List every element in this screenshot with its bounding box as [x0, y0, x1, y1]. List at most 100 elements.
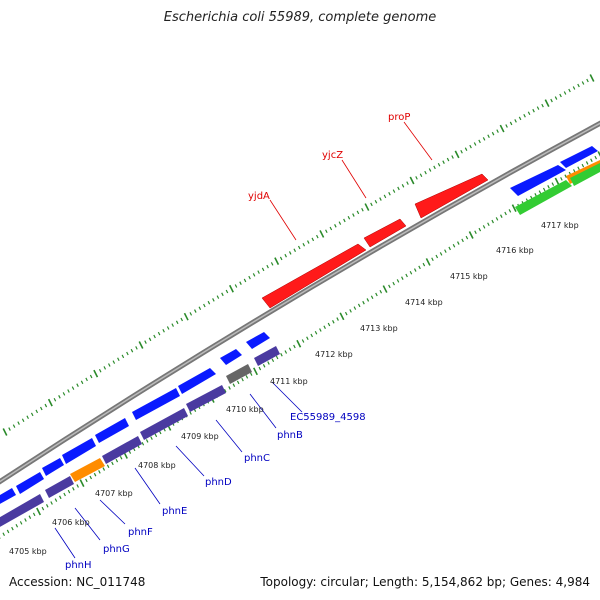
gene-block[interactable] — [70, 458, 105, 482]
gene-block[interactable] — [102, 436, 142, 464]
tick-mark — [248, 275, 251, 280]
tick-mark — [111, 461, 114, 466]
tick-mark — [266, 264, 269, 269]
tick-mark — [433, 165, 436, 170]
tick-mark — [119, 456, 123, 460]
tick-mark — [388, 284, 391, 289]
reverse-genes — [0, 346, 280, 528]
gene-block[interactable] — [140, 408, 188, 440]
gene-block[interactable] — [246, 332, 270, 349]
gene-block[interactable] — [0, 494, 44, 528]
tick-mark — [284, 253, 287, 258]
genome-summary: Topology: circular; Length: 5,154,862 bp… — [260, 575, 590, 589]
gene-block[interactable] — [0, 488, 16, 505]
gene-label-phnB[interactable]: phnB — [277, 430, 303, 441]
tick-mark — [586, 78, 589, 83]
tick-mark — [339, 312, 345, 321]
tick-mark — [45, 504, 49, 508]
gene-label-proP[interactable]: proP — [388, 112, 410, 123]
tick-mark — [252, 273, 256, 277]
tick-mark — [93, 369, 99, 378]
gene-block[interactable] — [510, 165, 566, 196]
tick-mark — [332, 320, 335, 324]
gene-block[interactable] — [95, 418, 129, 443]
tick-mark — [444, 249, 447, 253]
gene-block[interactable] — [560, 146, 598, 168]
gene-block[interactable] — [226, 364, 252, 384]
tick-mark — [496, 129, 499, 133]
tick-mark — [293, 248, 297, 252]
tick-mark — [356, 210, 360, 215]
tick-mark — [158, 430, 162, 435]
tick-mark — [108, 363, 111, 367]
tick-mark — [130, 348, 134, 353]
gene-block[interactable] — [254, 346, 280, 366]
gene-block[interactable] — [515, 180, 572, 215]
tick-mark — [541, 103, 544, 108]
tick-mark — [362, 300, 365, 305]
tick-mark — [141, 441, 145, 446]
tick-mark — [128, 450, 132, 454]
tick-mark — [514, 119, 517, 123]
tick-mark — [85, 377, 88, 382]
tick-mark — [89, 475, 93, 480]
gene-block[interactable] — [570, 163, 600, 186]
tick-mark — [323, 325, 326, 330]
tick-mark — [59, 495, 62, 500]
tick-mark — [401, 276, 404, 280]
gene-block[interactable] — [132, 388, 180, 420]
outer-tick-marks — [2, 74, 595, 436]
tick-mark — [397, 186, 400, 191]
tick-mark — [12, 424, 16, 428]
tick-mark — [2, 428, 8, 436]
tick-mark — [325, 229, 328, 233]
gene-label-phnG[interactable]: phnG — [103, 544, 130, 555]
tick-mark — [80, 380, 84, 385]
tick-mark — [183, 312, 189, 321]
inner-tick-marks — [0, 151, 600, 539]
kbp-label: 4709 kbp — [181, 432, 219, 441]
tick-mark — [76, 484, 79, 488]
tick-mark — [241, 377, 244, 382]
tick-mark — [28, 515, 32, 519]
gene-label-phnE[interactable]: phnE — [162, 506, 187, 517]
gene-label-phnH[interactable]: phnH — [65, 560, 92, 571]
tick-mark — [594, 155, 598, 160]
tick-mark — [284, 350, 288, 354]
tick-mark — [499, 124, 505, 133]
gene-yjdA[interactable] — [261, 243, 367, 309]
tick-mark — [314, 330, 318, 335]
tick-mark — [102, 467, 106, 471]
tick-mark — [379, 290, 383, 294]
gene-block[interactable] — [42, 458, 64, 476]
tick-mark — [32, 512, 36, 517]
tick-mark — [518, 116, 522, 121]
gene-block[interactable] — [16, 472, 44, 494]
tick-mark — [71, 386, 75, 390]
gene-block[interactable] — [220, 349, 242, 365]
gene-block[interactable] — [178, 368, 216, 394]
tick-mark — [6, 529, 10, 534]
gene-block[interactable] — [186, 385, 226, 412]
gene-label-EC55989_4598[interactable]: EC55989_4598 — [290, 412, 366, 423]
tick-mark — [347, 215, 351, 220]
kbp-label: 4707 kbp — [95, 489, 133, 498]
tick-mark — [175, 320, 179, 325]
gene-label-phnC[interactable]: phnC — [244, 453, 270, 464]
tick-mark — [212, 298, 215, 302]
gene-proP[interactable] — [414, 173, 489, 219]
gene-label-phnD[interactable]: phnD — [205, 477, 232, 488]
gene-label-phnF[interactable]: phnF — [128, 527, 153, 538]
tick-mark — [293, 344, 296, 349]
gene-block[interactable] — [62, 438, 96, 464]
tick-mark — [334, 224, 337, 228]
tick-mark — [180, 317, 184, 322]
gene-yjcZ[interactable] — [363, 218, 407, 248]
tick-mark — [35, 409, 39, 414]
tick-mark — [297, 245, 301, 250]
gene-label-yjdA[interactable]: yjdA — [248, 191, 270, 202]
gene-label-yjcZ[interactable]: yjcZ — [322, 150, 343, 161]
tick-mark — [117, 357, 120, 362]
gene-block[interactable] — [45, 476, 74, 498]
tick-mark — [364, 203, 370, 211]
